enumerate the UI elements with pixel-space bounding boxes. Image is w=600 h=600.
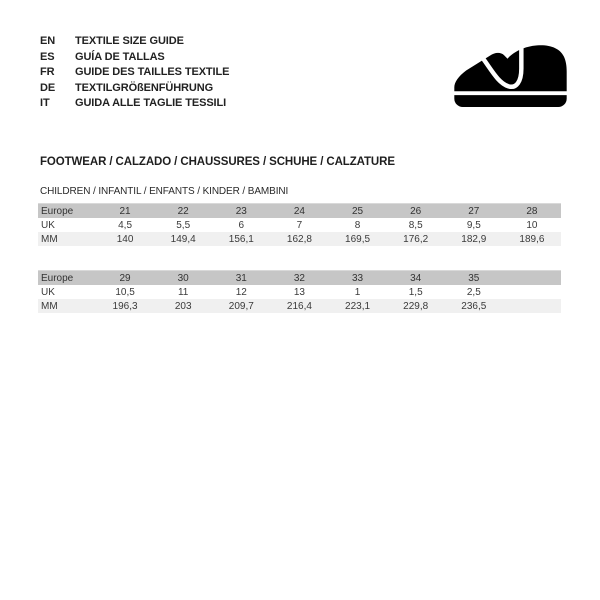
size-cell	[502, 299, 561, 313]
language-label: GUIDE DES TAILLES TEXTILE	[75, 66, 230, 79]
size-cell: 32	[270, 270, 329, 285]
size-cell: 189,6	[502, 232, 561, 246]
size-cell: 9,5	[444, 218, 503, 232]
size-cell: 33	[328, 270, 387, 285]
size-table-children-2: Europe 29 30 31 32 33 34 35 UK 10,5 11 1…	[38, 270, 561, 313]
size-cell: 182,9	[444, 232, 503, 246]
size-cell: 10,5	[96, 285, 155, 299]
language-code: FR	[40, 66, 55, 79]
size-cell: 22	[154, 203, 213, 218]
size-cell: 11	[154, 285, 213, 299]
size-cell: 5,5	[154, 218, 213, 232]
section-subtitle: CHILDREN / INFANTIL / ENFANTS / KINDER /…	[40, 186, 289, 197]
size-cell: 24	[270, 203, 329, 218]
language-row-es: ES GUÍA DE TALLAS	[40, 50, 229, 66]
size-cell: 1,5	[386, 285, 445, 299]
size-cell: 34	[386, 270, 445, 285]
size-cell: 21	[96, 203, 155, 218]
size-cell: 209,7	[212, 299, 271, 313]
size-cell: 26	[386, 203, 445, 218]
size-cell: 236,5	[444, 299, 503, 313]
size-cell: 28	[502, 203, 561, 218]
size-cell: 229,8	[386, 299, 445, 313]
language-code: ES	[40, 50, 55, 63]
language-label: GUÍA DE TALLAS	[75, 50, 165, 63]
size-cell: 4,5	[96, 218, 155, 232]
language-row-de: DE TEXTILGRÖßENFÜHRUNG	[40, 81, 229, 97]
size-cell: 156,1	[212, 232, 271, 246]
table-row-mm: MM 140 149,4 156,1 162,8 169,5 176,2 182…	[38, 232, 561, 246]
table-row-uk: UK 4,5 5,5 6 7 8 8,5 9,5 10	[38, 218, 561, 232]
table-row-europe: Europe 29 30 31 32 33 34 35	[38, 270, 561, 285]
table-row-uk: UK 10,5 11 12 13 1 1,5 2,5	[38, 285, 561, 299]
size-cell: 7	[270, 218, 329, 232]
size-cell: 30	[154, 270, 213, 285]
size-cell: 8	[328, 218, 387, 232]
size-cell: 169,5	[328, 232, 387, 246]
language-row-it: IT GUIDA ALLE TAGLIE TESSILI	[40, 96, 229, 112]
size-cell: 31	[212, 270, 271, 285]
language-list: EN TEXTILE SIZE GUIDE ES GUÍA DE TALLAS …	[40, 34, 229, 112]
size-cell: 1	[328, 285, 387, 299]
size-cell: 2,5	[444, 285, 503, 299]
language-code: DE	[40, 81, 56, 94]
row-label: Europe	[38, 270, 96, 285]
language-code: EN	[40, 35, 56, 47]
size-cell: 140	[96, 232, 155, 246]
section-title: FOOTWEAR / CALZADO / CHAUSSURES / SCHUHE…	[40, 156, 395, 168]
size-cell: 6	[212, 218, 271, 232]
size-table-children-1: Europe 21 22 23 24 25 26 27 28 UK 4,5 5,…	[38, 203, 561, 246]
row-label: UK	[38, 218, 96, 232]
size-cell	[502, 285, 561, 299]
size-cell: 8,5	[386, 218, 445, 232]
size-cell: 10	[502, 218, 561, 232]
language-label: TEXTILE SIZE GUIDE	[75, 35, 184, 47]
table-row-mm: MM 196,3 203 209,7 216,4 223,1 229,8 236…	[38, 299, 561, 313]
language-label: GUIDA ALLE TAGLIE TESSILI	[75, 97, 227, 110]
size-cell: 13	[270, 285, 329, 299]
size-cell: 223,1	[328, 299, 387, 313]
size-cell: 196,3	[96, 299, 155, 313]
size-cell: 216,4	[270, 299, 329, 313]
size-cell: 27	[444, 203, 503, 218]
size-cell: 203	[154, 299, 213, 313]
children-shoe-icon	[451, 39, 570, 108]
size-cell: 23	[212, 203, 271, 218]
size-cell: 29	[96, 270, 155, 285]
language-row-en: EN TEXTILE SIZE GUIDE	[40, 34, 229, 50]
language-label: TEXTILGRÖßENFÜHRUNG	[75, 81, 214, 94]
size-cell: 35	[444, 270, 503, 285]
row-label: Europe	[38, 203, 96, 218]
row-label: MM	[38, 232, 96, 246]
size-cell	[502, 270, 561, 285]
row-label: UK	[38, 285, 96, 299]
size-cell: 25	[328, 203, 387, 218]
size-cell: 162,8	[270, 232, 329, 246]
size-cell: 149,4	[154, 232, 213, 246]
language-code: IT	[40, 97, 50, 110]
size-cell: 12	[212, 285, 271, 299]
size-cell: 176,2	[386, 232, 445, 246]
row-label: MM	[38, 299, 96, 313]
language-row-fr: FR GUIDE DES TAILLES TEXTILE	[40, 65, 229, 81]
table-row-europe: Europe 21 22 23 24 25 26 27 28	[38, 203, 561, 218]
